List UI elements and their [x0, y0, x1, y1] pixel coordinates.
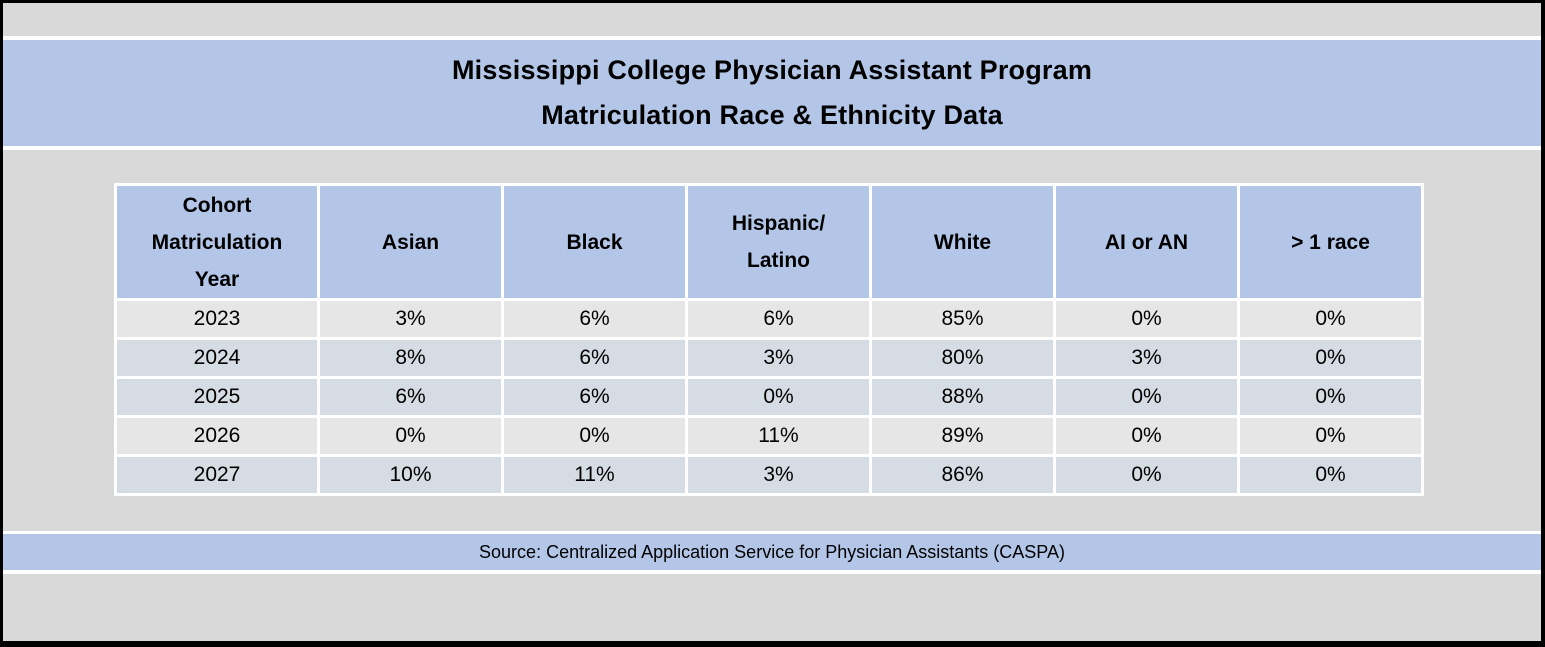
divider-line: [3, 570, 1541, 574]
value-cell: 3%: [1056, 340, 1237, 376]
value-cell: 0%: [1240, 457, 1421, 493]
value-cell: 6%: [504, 301, 685, 337]
value-cell: 6%: [504, 340, 685, 376]
matriculation-data-table: Cohort Matriculation Year Asian Black Hispa…: [114, 183, 1424, 496]
value-cell: 6%: [320, 379, 501, 415]
value-cell: 6%: [688, 301, 869, 337]
value-cell: 0%: [320, 418, 501, 454]
top-margin-strip: [3, 3, 1541, 36]
value-cell: 0%: [1240, 340, 1421, 376]
table-head: Cohort Matriculation Year Asian Black Hispa…: [117, 186, 1421, 298]
year-cell: 2024: [117, 340, 317, 376]
table-row: 2027 10% 11% 3% 86% 0% 0%: [117, 457, 1421, 493]
value-cell: 3%: [688, 340, 869, 376]
column-header: > 1 race: [1240, 186, 1421, 298]
column-header: AI or AN: [1056, 186, 1237, 298]
value-cell: 3%: [688, 457, 869, 493]
value-cell: 89%: [872, 418, 1053, 454]
divider-line: [3, 531, 1541, 534]
value-cell: 0%: [1056, 379, 1237, 415]
divider-line: [3, 36, 1541, 40]
value-cell: 0%: [1056, 418, 1237, 454]
value-cell: 0%: [688, 379, 869, 415]
table-area: Cohort Matriculation Year Asian Black Hispa…: [3, 150, 1541, 531]
value-cell: 80%: [872, 340, 1053, 376]
year-cell: 2023: [117, 301, 317, 337]
table-row: 2025 6% 6% 0% 88% 0% 0%: [117, 379, 1421, 415]
divider-line: [3, 146, 1541, 150]
column-header: Hispanic/ Latino: [688, 186, 869, 298]
value-cell: 10%: [320, 457, 501, 493]
year-cell: 2025: [117, 379, 317, 415]
value-cell: 0%: [1056, 301, 1237, 337]
column-header: Cohort Matriculation Year: [117, 186, 317, 298]
value-cell: 0%: [1056, 457, 1237, 493]
year-cell: 2027: [117, 457, 317, 493]
bottom-margin-strip: [3, 574, 1541, 641]
value-cell: 11%: [688, 418, 869, 454]
column-header: White: [872, 186, 1053, 298]
value-cell: 11%: [504, 457, 685, 493]
source-banner: Source: Centralized Application Service …: [3, 534, 1541, 570]
title-banner: Mississippi College Physician Assistant …: [3, 40, 1541, 146]
page-title-line-1: Mississippi College Physician Assistant …: [451, 55, 1093, 85]
column-header: Black: [504, 186, 685, 298]
source-text: Source: Centralized Application Service …: [479, 541, 1065, 562]
table-header-row: Cohort Matriculation Year Asian Black Hispa…: [117, 186, 1421, 298]
value-cell: 88%: [872, 379, 1053, 415]
year-cell: 2026: [117, 418, 317, 454]
value-cell: 86%: [872, 457, 1053, 493]
value-cell: 0%: [504, 418, 685, 454]
value-cell: 6%: [504, 379, 685, 415]
value-cell: 0%: [1240, 418, 1421, 454]
value-cell: 0%: [1240, 379, 1421, 415]
table-row: 2024 8% 6% 3% 80% 3% 0%: [117, 340, 1421, 376]
table-body: 2023 3% 6% 6% 85% 0% 0% 2024 8% 6% 3% 80% 3% 0% 2025 6%…: [117, 301, 1421, 493]
page-title-line-2: Matriculation Race & Ethnicity Data: [541, 100, 1003, 130]
table-row: 2026 0% 0% 11% 89% 0% 0%: [117, 418, 1421, 454]
value-cell: 0%: [1240, 301, 1421, 337]
column-header: Asian: [320, 186, 501, 298]
table-row: 2023 3% 6% 6% 85% 0% 0%: [117, 301, 1421, 337]
value-cell: 3%: [320, 301, 501, 337]
value-cell: 8%: [320, 340, 501, 376]
value-cell: 85%: [872, 301, 1053, 337]
